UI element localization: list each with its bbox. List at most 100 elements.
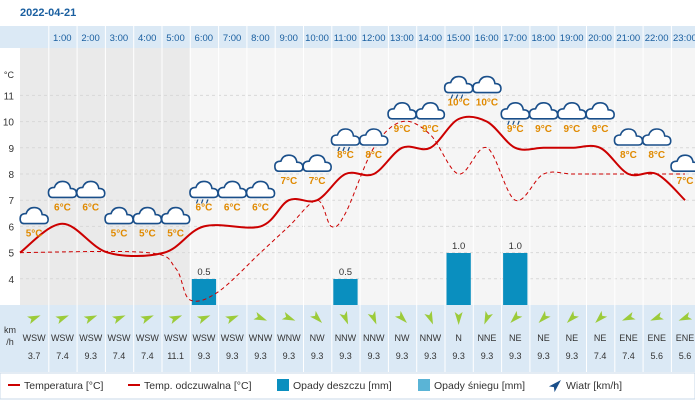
wind-direction-label: WSW	[221, 333, 244, 343]
wind-direction-label: ENE	[647, 333, 666, 343]
y-tick-label: 6	[8, 222, 14, 233]
wind-speed-label: 3.7	[28, 351, 41, 361]
wind-speed-label: 9.3	[198, 351, 211, 361]
hour-label: 10:00	[305, 33, 329, 44]
cloud-icon	[19, 206, 49, 225]
wind-arrow-icon	[140, 315, 154, 324]
wind-arrow-icon	[196, 315, 211, 324]
wind-arrow-icon	[678, 312, 693, 321]
wind-direction-label: NW	[395, 333, 410, 343]
rain-value-label: 0.5	[197, 267, 210, 278]
rain-bar	[503, 253, 528, 305]
wind-arrow-icon	[510, 310, 523, 323]
temperature-line	[19, 115, 686, 258]
temp-value-label: 8°C	[337, 150, 354, 161]
wind-speed-label: 9.3	[84, 351, 97, 361]
legend-rain-swatch	[277, 379, 289, 391]
wind-direction-label: WSW	[23, 333, 46, 343]
wind-arrow-icon	[454, 312, 463, 325]
legend-feels-label: Temp. odczuwalna [°C]	[144, 380, 252, 392]
temp-value-label: 10°C	[447, 98, 469, 109]
temp-value-label: 5°C	[167, 229, 184, 240]
wind-strip	[0, 305, 695, 372]
wind-speed-label: 9.3	[283, 351, 296, 361]
temp-value-label: 6°C	[196, 202, 213, 213]
y-tick-label: 9	[8, 144, 14, 155]
wind-direction-label: NNW	[335, 333, 357, 343]
wind-direction-label: WNW	[277, 333, 301, 343]
wind-speed-label: 7.4	[141, 351, 154, 361]
hour-label: 7:00	[223, 33, 242, 44]
wind-arrow-icon	[484, 310, 493, 325]
wind-arrow-icon	[310, 310, 323, 323]
wind-arrow-icon	[595, 310, 608, 323]
wind-speed-label: 5.6	[650, 351, 663, 361]
wind-arrow-icon	[394, 310, 407, 323]
hour-label: 22:00	[645, 33, 669, 44]
hour-label: 5:00	[166, 33, 185, 44]
rain-bar	[191, 279, 217, 305]
wind-arrow-icon	[566, 310, 579, 323]
hour-label: 3:00	[110, 33, 129, 44]
wind-speed-label: 9.3	[481, 351, 494, 361]
hour-label: 18:00	[532, 33, 556, 44]
hour-label: 20:00	[588, 33, 612, 44]
wind-speed-label: 7.4	[56, 351, 69, 361]
temp-value-label: 10°C	[476, 98, 498, 109]
hour-label: 21:00	[616, 33, 640, 44]
hour-label: 15:00	[447, 33, 471, 44]
wind-direction-label: NE	[566, 333, 579, 343]
feels-like-line	[19, 120, 686, 302]
hour-label: 4:00	[138, 33, 157, 44]
wind-arrow-icon	[111, 315, 126, 324]
wind-arrow-icon	[253, 312, 268, 321]
wind-direction-label: ENE	[676, 333, 695, 343]
wind-direction-label: NNW	[420, 333, 442, 343]
wind-speed-label: 7.4	[113, 351, 126, 361]
cloud-icon	[585, 102, 615, 120]
temp-value-label: 8°C	[365, 150, 382, 161]
legend-wind-arrow-icon	[548, 380, 561, 393]
temp-value-label: 5°C	[139, 229, 156, 240]
wind-speed-label: 9.3	[537, 351, 550, 361]
y-tick-label: 8	[8, 170, 14, 181]
wind-speed-label: 7.4	[622, 351, 635, 361]
wind-speed-label: 11.1	[167, 351, 184, 361]
temp-value-label: 9°C	[535, 124, 552, 135]
legend-temp-label: Temperatura [°C]	[24, 380, 104, 392]
wind-direction-label: NE	[509, 333, 522, 343]
wind-direction-label: WSW	[192, 333, 215, 343]
forecast-date: 2022-04-21	[20, 7, 76, 19]
wind-speed-label: 9.3	[452, 351, 465, 361]
wind-direction-label: NW	[310, 333, 325, 343]
wind-speed-label: 9.3	[509, 351, 522, 361]
rain-value-label: 1.0	[452, 241, 465, 252]
wind-speed-label: 9.3	[339, 351, 352, 361]
wind-direction-label: N	[455, 333, 462, 343]
legend-wind-label: Wiatr [km/h]	[566, 380, 622, 392]
wind-arrow-icon	[168, 315, 183, 324]
temp-value-label: 5°C	[111, 229, 128, 240]
wind-speed-label: 9.3	[254, 351, 267, 361]
temp-value-label: 9°C	[563, 124, 580, 135]
wind-speed-label: 9.3	[226, 351, 239, 361]
temp-value-label: 6°C	[224, 202, 241, 213]
wind-unit-label: km	[4, 325, 16, 335]
cloud-icon	[415, 102, 446, 120]
wind-direction-label: WSW	[164, 333, 187, 343]
temp-value-label: 9°C	[422, 124, 439, 135]
temp-value-label: 9°C	[394, 124, 411, 135]
wind-speed-label: 9.3	[367, 351, 380, 361]
temp-value-label: 7°C	[677, 176, 694, 187]
wind-speed-label: 7.4	[594, 351, 607, 361]
wind-arrow-icon	[55, 315, 69, 324]
temp-value-label: 5°C	[26, 229, 43, 240]
legend-box	[0, 372, 695, 400]
wind-speed-label: 9.3	[566, 351, 579, 361]
y-tick-label: 5	[8, 249, 14, 260]
hour-label: 6:00	[195, 33, 214, 44]
cloud-icon	[358, 128, 389, 146]
wind-direction-label: WSW	[108, 333, 131, 343]
